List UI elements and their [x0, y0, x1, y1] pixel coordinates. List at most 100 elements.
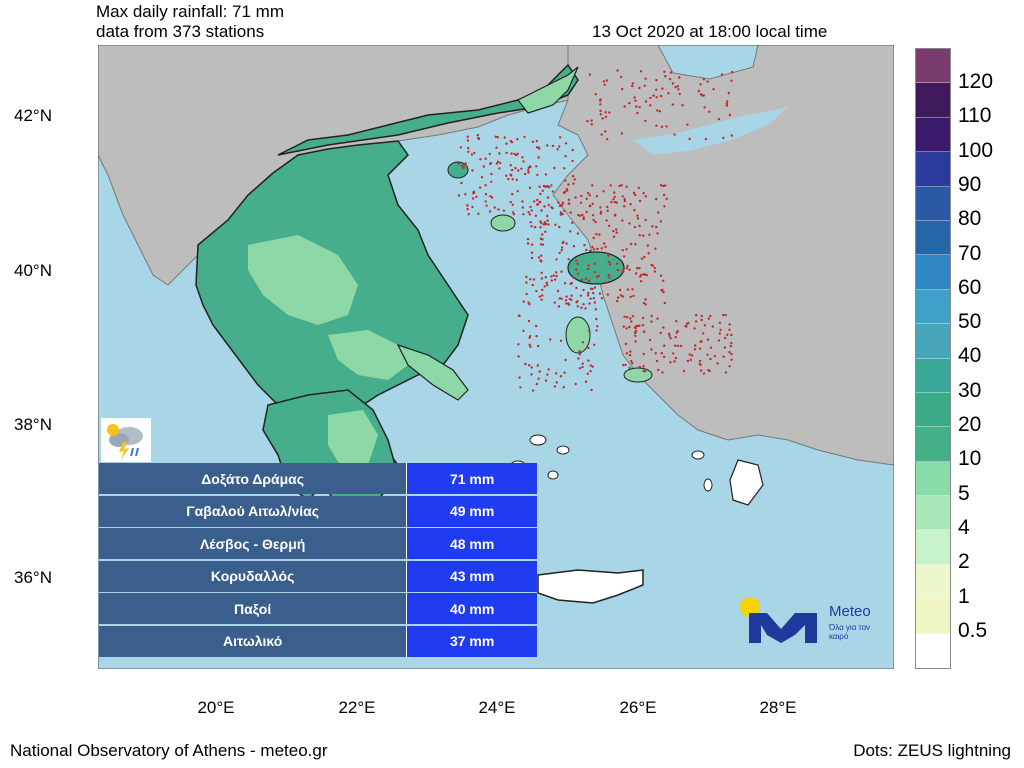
lightning-dot [488, 210, 492, 213]
lightning-dot [694, 320, 698, 323]
lightning-dot [713, 355, 716, 358]
lightning-dot [662, 291, 665, 294]
lightning-dot [531, 283, 534, 287]
lightning-dot [587, 291, 590, 295]
lightning-dot [636, 217, 640, 220]
lightning-dot [593, 262, 596, 265]
lightning-dot [685, 322, 689, 326]
lightning-dot [681, 104, 684, 107]
lightning-dot [643, 84, 646, 87]
lightning-dot [642, 365, 645, 368]
lightning-dot [645, 273, 648, 277]
lightning-dot [618, 184, 621, 188]
lightning-dot [600, 133, 603, 136]
legend-swatch [916, 358, 950, 393]
lightning-dot [576, 300, 579, 303]
lightning-dot [703, 324, 707, 327]
lightning-dot [522, 213, 525, 216]
lightning-dot [712, 88, 715, 91]
thrace-rain [517, 66, 579, 114]
lightning-dot [631, 84, 634, 88]
lightning-dot [549, 338, 552, 341]
legend-label: 100 [958, 138, 994, 162]
lightning-dot [624, 363, 627, 367]
lemnos-island [490, 214, 516, 232]
lon-label-28: 28°E [759, 698, 797, 717]
lightning-dot [467, 146, 470, 150]
lightning-dot [477, 212, 480, 215]
lightning-dot [523, 135, 526, 139]
lightning-dot [655, 88, 658, 91]
lightning-dot [602, 80, 606, 83]
legend-swatch [916, 599, 950, 634]
lightning-dot [701, 94, 704, 97]
lightning-dot [553, 166, 556, 170]
lightning-dot [702, 332, 705, 335]
lightning-dot [564, 142, 568, 145]
lightning-dot [524, 172, 527, 176]
lightning-dot [520, 167, 523, 170]
lightning-dot [595, 317, 598, 321]
lightning-dot [662, 279, 665, 282]
lightning-dot [561, 201, 565, 205]
lightning-dot [695, 314, 698, 317]
lightning-dot [516, 152, 519, 155]
rainfall-value: 37 mm [407, 625, 537, 657]
lightning-dot [641, 316, 645, 320]
lightning-dot [626, 288, 630, 291]
lightning-dot [660, 289, 663, 292]
lightning-dot [480, 176, 484, 179]
lightning-dot [555, 271, 558, 274]
lightning-dot [494, 135, 497, 138]
lightning-dot [573, 178, 576, 181]
lightning-dot [473, 151, 476, 155]
lightning-dot [709, 314, 712, 318]
lightning-dot [587, 191, 590, 195]
lightning-dot [534, 214, 538, 217]
lightning-dot [585, 210, 588, 214]
lightning-dot [633, 208, 636, 212]
lightning-dot [700, 318, 703, 322]
lightning-dot [509, 139, 512, 143]
lightning-dot [728, 365, 731, 368]
lightning-dot [642, 330, 646, 333]
lightning-dot [730, 352, 733, 356]
lightning-dot [662, 193, 666, 197]
legend-swatch [916, 496, 950, 531]
lightning-dot [606, 205, 609, 209]
lightning-dot [572, 276, 575, 279]
lightning-dot [608, 111, 611, 114]
lightning-dot [631, 288, 634, 291]
lightning-dot [604, 111, 607, 114]
lightning-dot [642, 369, 645, 373]
lightning-dot [730, 70, 734, 74]
lightning-dot [659, 94, 663, 98]
lightning-dot [564, 155, 567, 158]
lightning-dot [595, 233, 598, 236]
lightning-dot [493, 206, 496, 209]
lightning-dot [579, 201, 583, 204]
lightning-dot [674, 336, 677, 339]
lightning-dot [699, 83, 702, 86]
lightning-dot [462, 166, 465, 170]
lightning-dot [689, 358, 692, 362]
lon-label-22: 22°E [338, 698, 376, 717]
lightning-dot [601, 117, 604, 120]
lightning-dot [599, 103, 602, 106]
lightning-dot [616, 262, 619, 265]
lightning-dot [528, 343, 531, 346]
legend-label: 50 [958, 310, 982, 334]
lightning-dot [475, 195, 478, 198]
lightning-dot [654, 352, 657, 355]
rain-cloud-icon [107, 424, 143, 460]
lightning-dot [547, 223, 550, 226]
lightning-dot [661, 87, 664, 90]
lightning-dot [522, 160, 525, 163]
lightning-dot [640, 257, 644, 260]
lightning-dot [536, 173, 539, 177]
legend-label: 110 [958, 104, 992, 128]
lightning-dot [672, 352, 675, 355]
lightning-dot [466, 139, 470, 142]
lightning-dot [463, 163, 466, 166]
lightning-dot [570, 294, 573, 297]
